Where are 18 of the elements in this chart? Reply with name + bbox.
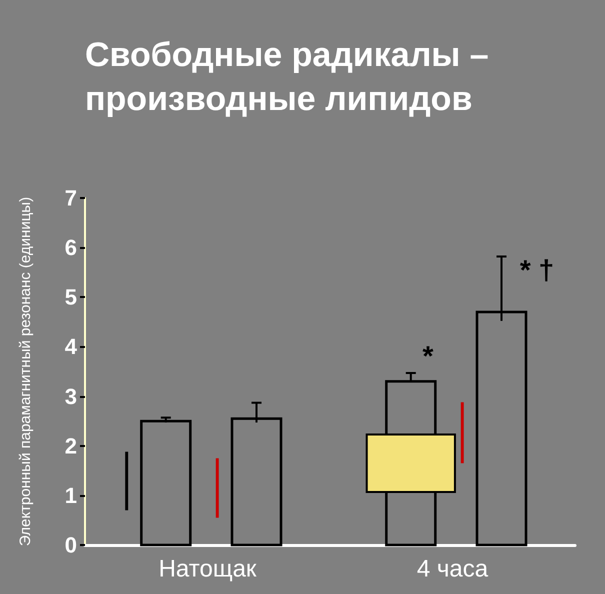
annotation: * [422,340,434,372]
chart-title: Свободные радикалы – производные липидов [85,36,489,118]
y-tick-label: 7 [64,186,77,210]
bar [460,402,464,464]
x-tick-label: 4 часа [416,556,489,582]
y-tick-label: 5 [64,284,77,310]
y-tick-label: 3 [64,384,77,409]
bar [216,458,219,518]
bar [125,452,128,510]
bar [140,420,192,546]
y-axis-title: Электронный парамагнитный резонанс (единицы) [17,196,34,546]
y-tick-label: 4 [64,334,78,360]
x-tick-label: Натощак [158,556,257,582]
annotation: * † [520,254,554,286]
y-tick-label: 6 [64,235,77,260]
y-tick-label: 0 [64,532,77,558]
y-tick-label: 1 [64,482,77,508]
y-tick-label: 2 [64,433,77,458]
